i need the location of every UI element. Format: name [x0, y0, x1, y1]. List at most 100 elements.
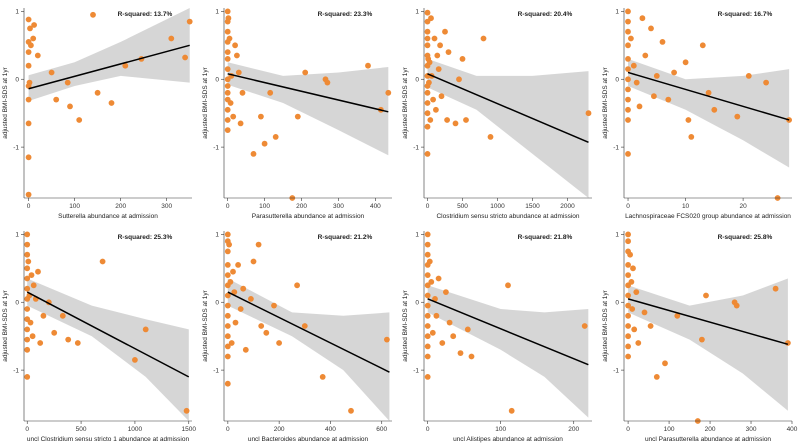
- data-point: [625, 56, 631, 62]
- y-tick-label: 1: [415, 232, 419, 239]
- data-point: [424, 333, 431, 340]
- x-axis-title: Clostridium sensu stricto abundance at a…: [436, 213, 579, 220]
- panel-6: 0 200 400 600 -1 0 1 uncl Bacteroides abundance…: [202, 231, 392, 443]
- x-tick-label: 300: [333, 203, 344, 210]
- data-point: [248, 296, 254, 302]
- data-point: [301, 323, 308, 329]
- x-tick-label: 400: [787, 426, 798, 433]
- data-point: [224, 302, 231, 309]
- y-axis-title: adjusted BMI-SDS at 1yr: [202, 289, 209, 361]
- y-axis-title: adjusted BMI-SDS at 1yr: [202, 66, 209, 138]
- data-point: [224, 262, 231, 268]
- data-point: [250, 151, 257, 157]
- data-point: [487, 134, 494, 140]
- data-point: [24, 285, 31, 292]
- data-point: [319, 374, 326, 380]
- data-point: [424, 100, 431, 106]
- r-squared-label: R-squared: 16.7%: [718, 11, 773, 18]
- data-point: [625, 343, 631, 350]
- data-point: [59, 312, 66, 319]
- data-point: [435, 66, 442, 72]
- data-point: [699, 336, 705, 343]
- y-tick-label: 1: [215, 9, 219, 16]
- panel-5: 0 500 1000 1500 -1 0 1 uncl Clostridium sensu s…: [2, 231, 196, 443]
- data-point: [182, 54, 189, 61]
- data-point: [224, 83, 231, 89]
- x-tick-label: 200: [274, 426, 285, 433]
- r-squared-label: R-squared: 20.4%: [518, 11, 573, 18]
- data-point: [183, 407, 190, 414]
- data-point: [224, 56, 231, 62]
- x-tick-label: 0: [626, 203, 630, 210]
- data-point: [432, 296, 438, 302]
- data-point: [427, 117, 434, 123]
- y-tick-label: -1: [13, 367, 19, 374]
- data-point: [224, 312, 231, 319]
- data-point: [437, 42, 443, 49]
- data-point: [25, 120, 32, 127]
- y-axis-title: adjusted BMI-SDS at 1yr: [2, 289, 9, 361]
- data-point: [653, 374, 660, 380]
- data-point: [625, 272, 631, 278]
- data-point: [99, 258, 106, 265]
- data-point: [224, 272, 231, 278]
- x-tick-label: 1500: [525, 203, 540, 210]
- data-point: [230, 113, 237, 120]
- data-point: [324, 79, 331, 86]
- confidence-band: [427, 285, 589, 418]
- data-point: [53, 96, 60, 103]
- data-point: [625, 66, 631, 72]
- r-squared-label: R-squared: 23.3%: [318, 11, 373, 18]
- data-point: [433, 106, 439, 113]
- data-point: [24, 275, 31, 282]
- regression-line: [26, 291, 190, 378]
- data-point: [263, 329, 270, 336]
- data-point: [232, 319, 239, 326]
- data-point: [625, 231, 631, 238]
- x-tick-label: 300: [746, 426, 757, 433]
- data-point: [699, 42, 706, 49]
- confidence-band: [427, 58, 589, 199]
- data-point: [648, 25, 654, 32]
- x-tick-label: 200: [296, 203, 307, 210]
- data-point: [30, 282, 37, 289]
- regression-line: [427, 73, 589, 144]
- data-point: [635, 340, 642, 346]
- data-point: [631, 326, 638, 333]
- data-point: [705, 89, 712, 96]
- data-point: [424, 251, 431, 258]
- data-point: [682, 59, 689, 66]
- x-tick-label: 0: [426, 426, 430, 433]
- data-point: [424, 28, 431, 35]
- data-point: [74, 340, 81, 346]
- r-squared-label: R-squared: 21.8%: [518, 234, 573, 241]
- data-point: [237, 306, 244, 312]
- data-point: [424, 312, 431, 319]
- data-point: [426, 258, 433, 265]
- y-tick-label: -1: [13, 144, 19, 151]
- x-tick-label: 600: [376, 426, 387, 433]
- data-point: [24, 251, 31, 258]
- x-tick-label: 100: [259, 203, 270, 210]
- data-point: [424, 272, 431, 278]
- data-point: [636, 103, 643, 110]
- y-tick-label: 1: [15, 232, 19, 239]
- x-tick-label: 100: [495, 426, 506, 433]
- data-point: [294, 282, 300, 289]
- confidence-band: [27, 278, 189, 421]
- regression-line: [627, 71, 790, 121]
- data-point: [26, 79, 33, 86]
- data-point: [48, 69, 55, 76]
- y-tick-label: -1: [613, 367, 619, 374]
- x-axis-title: Lachnospiraceae FCS020 group abundance a…: [625, 213, 791, 220]
- data-point: [625, 302, 631, 309]
- data-point: [456, 76, 462, 83]
- x-tick-label: 200: [705, 426, 716, 433]
- data-point: [424, 241, 431, 248]
- data-point: [64, 79, 71, 86]
- y-tick-label: -1: [413, 144, 419, 151]
- data-point: [108, 100, 115, 106]
- x-tick-label: 400: [370, 203, 381, 210]
- data-point: [424, 9, 431, 16]
- data-point: [463, 117, 469, 123]
